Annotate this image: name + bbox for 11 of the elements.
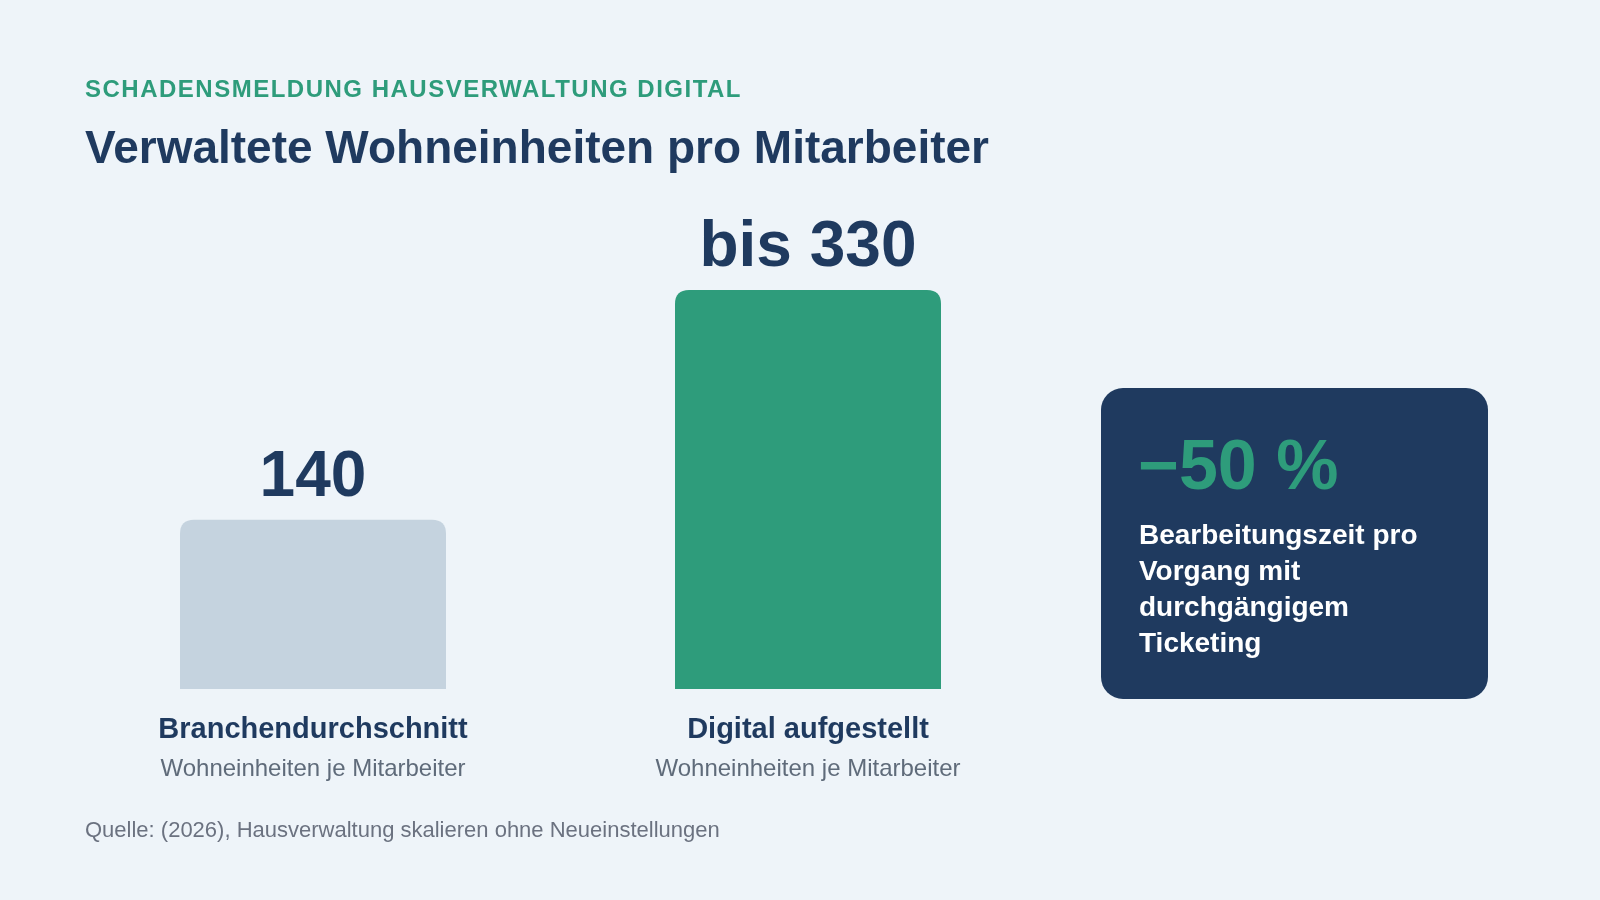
- text: Wohneinheiten je Mitarbeiter: [655, 754, 961, 781]
- data-label: bis 330: [699, 208, 917, 280]
- x-tick-label: Branchendurchschnitt: [158, 712, 469, 744]
- text: Bearbeitungszeit pro Vorgang mit durchgängigem Ticketing: [1139, 519, 1418, 658]
- source-note: Quelle: (2026), Hausverwaltung skalieren ohne Neueinstellungen: [85, 817, 720, 842]
- chart-title: Verwaltete Wohneinheiten pro Mitarbeiter: [85, 121, 990, 173]
- data-label: 140: [259, 437, 367, 510]
- text: Wohneinheiten je Mitarbeiter: [160, 754, 466, 781]
- chart-subtitle: SCHADENSMELDUNG HAUSVERWALTUNG DIGITAL: [85, 75, 742, 102]
- x-tick-label: Digital aufgestellt: [687, 712, 930, 744]
- text: −50 %: [1138, 426, 1339, 504]
